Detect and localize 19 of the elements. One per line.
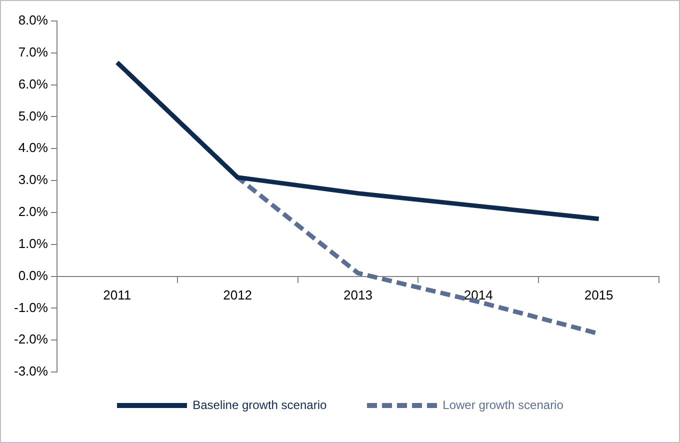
text: Lower growth scenario — [442, 398, 564, 412]
text: Baseline growth scenario — [192, 398, 327, 412]
x-tick-label: 2015 — [584, 288, 614, 303]
x-tick-label: 2012 — [223, 288, 252, 303]
y-tick-label: -3.0% — [14, 364, 48, 379]
y-tick-label: 6.0% — [18, 76, 48, 92]
y-tick-label: 0.0% — [18, 268, 48, 283]
y-tick-label: -1.0% — [14, 300, 48, 315]
y-tick-label: 4.0% — [18, 140, 48, 156]
y-tick-label: 5.0% — [18, 108, 48, 124]
x-tick-label: 2011 — [103, 288, 132, 303]
x-tick-label: 2013 — [344, 288, 372, 303]
y-tick-label: 2.0% — [18, 204, 48, 220]
y-tick-label: 7.0% — [18, 44, 48, 60]
x-tick-label: 2014 — [464, 288, 493, 303]
y-tick-label: -2.0% — [14, 332, 48, 347]
y-tick-label: 8.0% — [18, 12, 48, 28]
y-tick-label: 1.0% — [18, 236, 48, 251]
y-tick-label: 3.0% — [18, 172, 48, 188]
